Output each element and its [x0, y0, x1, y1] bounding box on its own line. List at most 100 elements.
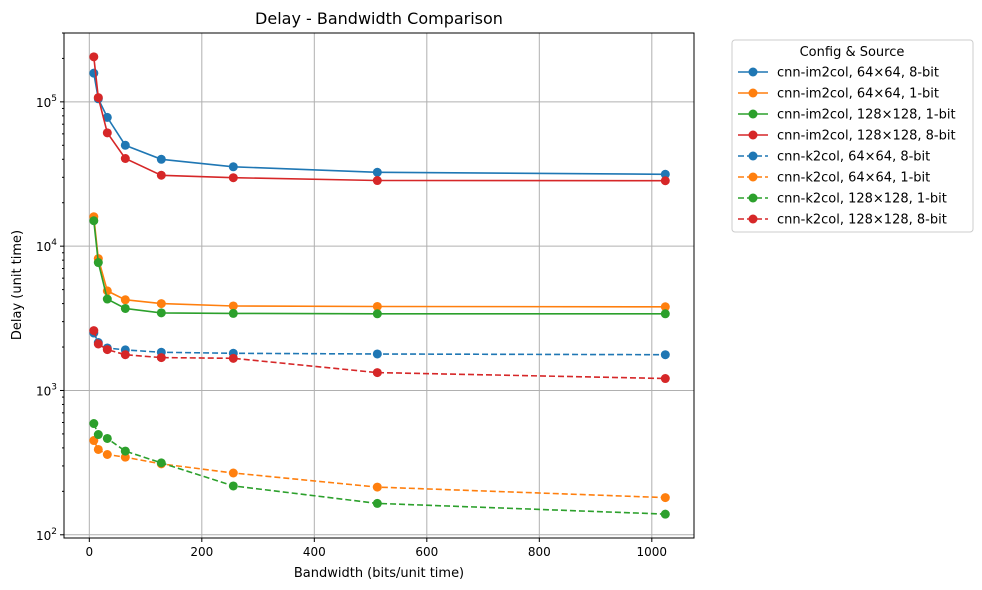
y-tick-base: 10: [36, 96, 51, 110]
data-point: [660, 309, 670, 319]
chart-title: Delay - Bandwidth Comparison: [255, 9, 503, 28]
legend-marker: [748, 193, 758, 203]
x-tick-label: 400: [303, 545, 326, 559]
legend-label: cnn-k2col, 128×128, 1-bit: [777, 192, 947, 207]
data-point: [89, 68, 99, 78]
x-tick-label: 800: [528, 545, 551, 559]
y-tick-label: 105: [36, 94, 57, 110]
data-point: [660, 169, 670, 179]
legend-label: cnn-im2col, 64×64, 8-bit: [777, 66, 939, 81]
x-tick-label: 200: [190, 545, 213, 559]
y-tick-label: 102: [36, 527, 57, 543]
legend-label: cnn-im2col, 128×128, 1-bit: [777, 108, 956, 123]
data-point: [372, 349, 382, 359]
series-0: [89, 68, 670, 179]
series-line: [93, 330, 666, 380]
data-point: [156, 353, 166, 363]
y-tick-label: 103: [36, 382, 57, 398]
y-tick-exponent: 2: [51, 527, 57, 537]
data-point: [372, 482, 382, 492]
data-point: [102, 433, 112, 443]
data-point: [228, 308, 238, 318]
series-6: [89, 419, 670, 519]
series-3: [89, 52, 670, 186]
y-tick-exponent: 4: [51, 238, 57, 248]
x-tick-label: 600: [415, 545, 438, 559]
x-axis-ticks: 0 200 400 600 800 1000: [85, 538, 667, 559]
data-point: [228, 353, 238, 363]
legend-title: Config & Source: [800, 45, 905, 60]
legend-item: cnn-k2col, 64×64, 8-bit: [738, 150, 930, 165]
x-tick-label: 0: [85, 545, 93, 559]
data-point: [102, 345, 112, 355]
y-tick-base: 10: [36, 384, 51, 398]
series-2: [89, 216, 670, 319]
data-point: [93, 430, 103, 440]
data-point: [120, 154, 130, 164]
legend-label: cnn-k2col, 128×128, 8-bit: [777, 213, 947, 228]
data-point: [228, 468, 238, 478]
y-tick-label: 104: [36, 238, 57, 254]
x-tick-label: 1000: [637, 545, 668, 559]
data-point: [102, 128, 112, 138]
y-tick-exponent: 3: [51, 382, 57, 392]
data-point: [89, 326, 99, 336]
legend-label: cnn-im2col, 128×128, 8-bit: [777, 129, 956, 144]
legend-label: cnn-im2col, 64×64, 1-bit: [777, 87, 939, 102]
legend-marker: [748, 67, 758, 77]
legend-marker: [748, 151, 758, 161]
data-point: [660, 509, 670, 519]
legend-item: cnn-k2col, 128×128, 1-bit: [738, 192, 947, 207]
legend-items: cnn-im2col, 64×64, 8-bit cnn-im2col, 64×6…: [738, 66, 956, 228]
data-point: [102, 294, 112, 304]
legend-item: cnn-im2col, 128×128, 8-bit: [738, 129, 956, 144]
data-point: [93, 258, 103, 268]
x-axis-label: Bandwidth (bits/unit time): [294, 566, 464, 581]
data-point: [372, 176, 382, 186]
series-line: [93, 216, 666, 308]
data-point: [102, 112, 112, 122]
y-tick-base: 10: [36, 240, 51, 254]
data-point: [228, 481, 238, 491]
plot-frame: [63, 32, 695, 539]
legend-label: cnn-k2col, 64×64, 1-bit: [777, 171, 930, 186]
legend-item: cnn-im2col, 64×64, 1-bit: [738, 87, 939, 102]
legend-marker: [748, 88, 758, 98]
y-tick-exponent: 5: [51, 94, 57, 104]
y-axis-label: Delay (unit time): [10, 230, 25, 340]
data-point: [228, 301, 238, 311]
data-point: [89, 52, 99, 62]
data-point: [660, 493, 670, 503]
data-point: [93, 339, 103, 349]
data-point: [156, 308, 166, 318]
data-point: [93, 93, 103, 103]
legend-label: cnn-k2col, 64×64, 8-bit: [777, 150, 930, 165]
y-tick-base: 10: [36, 529, 51, 543]
data-point: [120, 350, 130, 360]
series-4: [89, 328, 670, 360]
data-point: [120, 140, 130, 150]
data-point: [660, 350, 670, 360]
legend-item: cnn-im2col, 64×64, 8-bit: [738, 66, 939, 81]
legend: Config & Source cnn-im2col, 64×64, 8-bit…: [731, 39, 974, 233]
legend-box: [731, 39, 974, 233]
legend-marker: [748, 109, 758, 119]
series-5: [89, 436, 670, 503]
data-point: [372, 498, 382, 508]
data-point: [89, 419, 99, 429]
data-point: [156, 299, 166, 309]
legend-item: cnn-k2col, 64×64, 1-bit: [738, 171, 930, 186]
data-point: [89, 216, 99, 226]
series-layer: [89, 52, 670, 519]
data-point: [120, 295, 130, 305]
series-line: [93, 56, 666, 182]
legend-item: cnn-im2col, 128×128, 1-bit: [738, 108, 956, 123]
grid-lines: [64, 33, 694, 538]
data-point: [93, 444, 103, 454]
legend-marker: [748, 172, 758, 182]
data-point: [660, 176, 670, 186]
data-point: [372, 167, 382, 177]
data-point: [660, 302, 670, 312]
